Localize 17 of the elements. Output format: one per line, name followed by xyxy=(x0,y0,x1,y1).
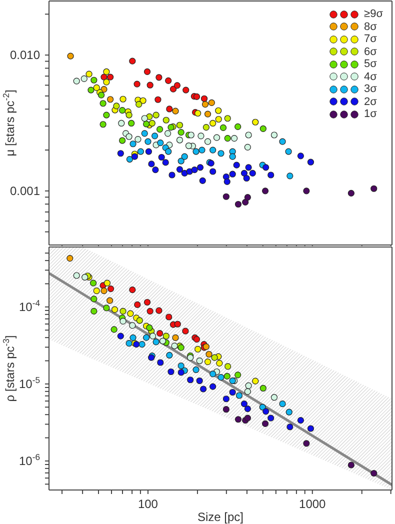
x-tick-label: 100 xyxy=(138,497,158,511)
legend-label: 4σ xyxy=(364,70,377,83)
y-tick-label: 10$^{-5}$ xyxy=(18,374,40,391)
legend-label: 3σ xyxy=(364,83,377,96)
legend-label: 5σ xyxy=(364,58,377,70)
x-axis-title: Size [pc] xyxy=(197,510,244,524)
y-tick-label: 10$^{-6}$ xyxy=(18,452,40,468)
y-tick-label: 0.001 xyxy=(10,184,40,198)
y-tick-label: 0.010 xyxy=(10,48,40,62)
legend-label: 1σ xyxy=(364,108,377,120)
legend-label: 8σ xyxy=(364,20,377,33)
x-tick-label: 1000 xyxy=(299,497,326,511)
legend-label: 6σ xyxy=(364,46,377,58)
legend-label: 2σ xyxy=(364,96,377,108)
legend-label: 7σ xyxy=(364,33,377,46)
y-tick-label: 10$^{-4}$ xyxy=(18,298,40,314)
legend-label: ≥9σ xyxy=(364,8,383,20)
